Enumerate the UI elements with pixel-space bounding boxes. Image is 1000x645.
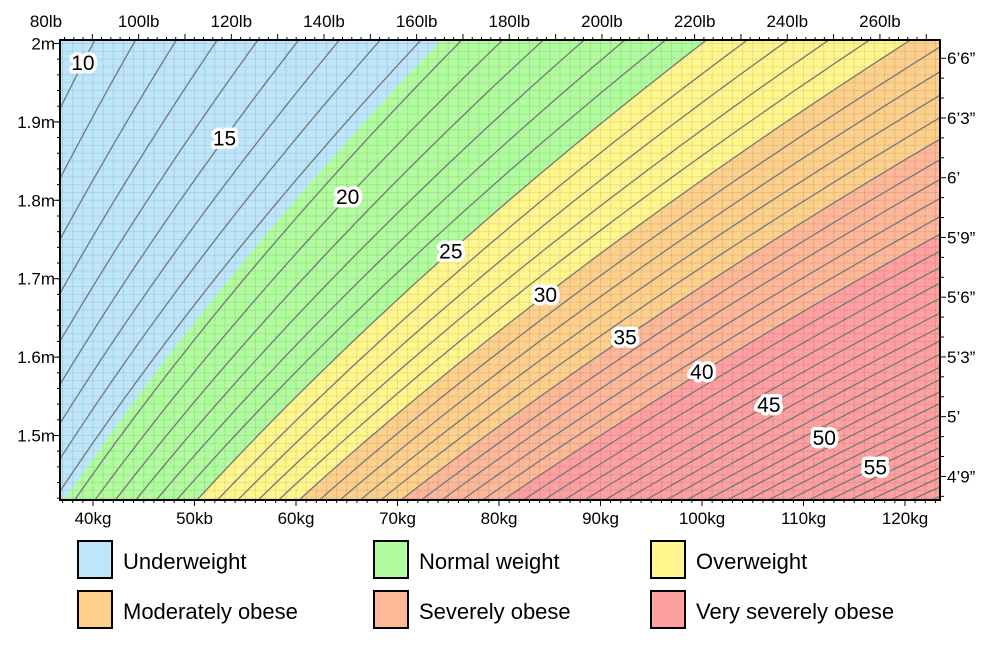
legend-label: Normal weight [419, 549, 560, 574]
x-tick-label: 70kg [379, 509, 416, 528]
bmi-label: 50 [813, 427, 836, 450]
top-tick-label: 180lb [488, 12, 530, 31]
right-tick-label: 6’ [947, 169, 960, 188]
legend-swatch [374, 591, 408, 628]
y-tick-label: 1.8m [17, 191, 55, 210]
right-tick-label: 5’9” [947, 228, 976, 247]
legend-swatch [651, 591, 685, 628]
bmi-label: 30 [534, 284, 557, 307]
y-tick-label: 1.5m [17, 427, 55, 446]
right-tick-label: 5’3” [947, 348, 976, 367]
legend-label: Very severely obese [696, 599, 894, 624]
bmi-label: 55 [864, 457, 887, 480]
top-tick-label: 100lb [118, 12, 160, 31]
legend-swatch [374, 541, 408, 578]
legend-swatch [651, 541, 685, 578]
right-tick-label: 6’3” [947, 109, 976, 128]
legend: Underweight Normal weight Overweight Modera… [78, 541, 894, 628]
right-tick-label: 5’ [947, 408, 960, 427]
legend-label: Overweight [696, 549, 807, 574]
right-tick-label: 5’6” [947, 288, 976, 307]
top-tick-label: 120lb [211, 12, 253, 31]
x-tick-label: 80kg [481, 509, 518, 528]
y-tick-label: 1.6m [17, 348, 55, 367]
bmi-label: 15 [213, 127, 236, 150]
bmi-line-65 [980, 20, 1000, 514]
x-tick-label: 120kg [882, 509, 928, 528]
legend-swatch [78, 541, 112, 578]
x-tick-label: 60kg [278, 509, 315, 528]
right-tick-label: 4’9” [947, 467, 976, 486]
bmi-regions [0, 20, 1000, 514]
legend-label: Severely obese [419, 599, 571, 624]
y-tick-label: 1.7m [17, 270, 55, 289]
top-tick-label: 200lb [581, 12, 623, 31]
x-tick-label: 110kg [781, 509, 826, 528]
bmi-line-63 [940, 20, 1000, 514]
bmi-label: 35 [613, 327, 636, 350]
bmi-line-64 [960, 20, 1000, 514]
legend-swatch [78, 591, 112, 628]
top-tick-label: 260lb [859, 12, 901, 31]
top-tick-label: 240lb [766, 12, 808, 31]
y-tick-label: 1.9m [17, 113, 55, 132]
x-tick-label: 50kb [176, 509, 213, 528]
y-tick-label: 2m [31, 35, 55, 54]
top-tick-label: 140lb [303, 12, 345, 31]
bmi-label: 10 [71, 52, 94, 75]
bmi-label: 45 [757, 394, 780, 417]
top-tick-label: 80lb [30, 12, 62, 31]
x-tick-label: 40kg [75, 509, 112, 528]
bmi-label: 40 [690, 361, 713, 384]
bmi-label: 25 [439, 240, 462, 263]
bmi-label: 20 [336, 186, 359, 209]
x-tick-label: 90kg [582, 509, 619, 528]
x-tick-label: 100kg [679, 509, 725, 528]
legend-label: Moderately obese [123, 599, 298, 624]
top-tick-label: 220lb [674, 12, 716, 31]
legend-label: Underweight [123, 549, 247, 574]
top-tick-label: 160lb [396, 12, 438, 31]
right-tick-label: 6’6” [947, 49, 976, 68]
